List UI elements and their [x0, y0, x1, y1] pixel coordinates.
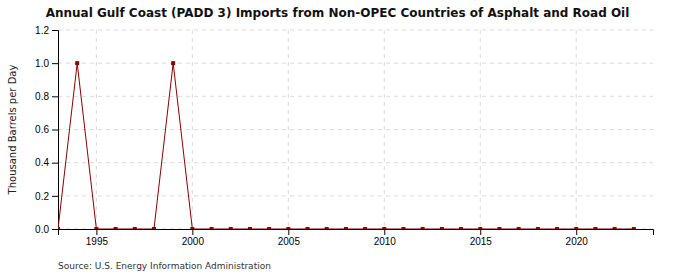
tick-label: 0.8 [35, 91, 49, 102]
marker [440, 227, 444, 229]
grid-line [384, 30, 385, 229]
tick-label: 2020 [566, 236, 589, 247]
tick-label: 0.0 [35, 224, 49, 235]
tick-mark [96, 229, 97, 235]
marker [574, 227, 578, 229]
grid-line [480, 30, 481, 229]
tick-label: 2000 [182, 236, 205, 247]
marker [210, 227, 214, 229]
marker [306, 227, 310, 229]
marker [344, 227, 348, 229]
tick: 2000 [182, 229, 205, 247]
tick-label: 0.6 [35, 124, 49, 135]
tick-mark [52, 163, 58, 164]
grid-line [58, 195, 653, 196]
tick-label: 2015 [470, 236, 493, 247]
tick-mark [52, 63, 58, 64]
marker [401, 227, 405, 229]
axis-line [52, 31, 59, 230]
grid-line [576, 30, 577, 229]
marker [536, 227, 540, 229]
tick-label: 0.4 [35, 157, 49, 168]
tick: 1.0 [35, 58, 58, 69]
tick: 2005 [278, 229, 301, 247]
tick-label: 1.0 [35, 58, 49, 69]
tick-mark [384, 229, 385, 235]
marker [75, 61, 79, 65]
marker [267, 227, 271, 229]
y-axis-title: Thousand Barrels per Day [7, 65, 18, 196]
marker [229, 227, 233, 229]
grid-line [58, 30, 653, 31]
marker [133, 227, 137, 229]
marker [152, 227, 156, 229]
marker [363, 227, 367, 229]
line [58, 63, 634, 229]
tick: 2020 [566, 229, 589, 247]
tick-label: 1995 [86, 236, 109, 247]
tick-label: 1.2 [35, 25, 49, 36]
marker [497, 227, 501, 229]
marker [421, 227, 425, 229]
tick-label: 2005 [278, 236, 301, 247]
marker [382, 227, 386, 229]
axis-line [59, 230, 654, 236]
marker [593, 227, 597, 229]
marker [478, 227, 482, 229]
title: Annual Gulf Coast (PADD 3) Imports from … [46, 6, 630, 20]
tick-mark [480, 229, 481, 235]
tick: 0.8 [35, 91, 58, 102]
grid-line [192, 30, 193, 229]
marker [459, 227, 463, 229]
tick-mark [52, 229, 58, 230]
tick-mark [52, 30, 58, 31]
tick: 2010 [374, 229, 397, 247]
tick: 1995 [86, 229, 109, 247]
marker [94, 227, 98, 229]
tick: 0.0 [35, 224, 58, 235]
plot-area: 1995 2000 2005 2010 2015 2020 0.0 0.2 0.4 0.6 0.8 1… [35, 25, 653, 247]
tick-mark [192, 229, 193, 235]
marker [58, 227, 60, 229]
tick-label: 2010 [374, 236, 397, 247]
grid-line [58, 63, 653, 64]
grid-line [58, 129, 653, 130]
tick: 0.2 [35, 191, 58, 202]
marker [517, 227, 521, 229]
marker [114, 227, 118, 229]
tick-mark [288, 229, 289, 235]
grid [58, 30, 653, 229]
marker [190, 227, 194, 229]
tick-mark [52, 96, 58, 97]
tick-mark [52, 196, 58, 197]
tick-mark [576, 229, 577, 235]
tick: 2015 [470, 229, 493, 247]
x-axis: 1995 2000 2005 2010 2015 2020 [59, 229, 654, 247]
tick-mark [52, 130, 58, 131]
series [58, 61, 636, 229]
grid-line [288, 30, 289, 229]
tick: 0.6 [35, 124, 58, 135]
marker [286, 227, 290, 229]
marker [325, 227, 329, 229]
grid-line [58, 162, 653, 163]
marker [613, 227, 617, 229]
marker [171, 61, 175, 65]
grid-line [58, 96, 653, 97]
annotation: Source: U.S. Energy Information Administ… [58, 261, 271, 271]
chart: 1995 2000 2005 2010 2015 2020 0.0 0.2 0.4 0.6 0.8 1… [0, 0, 675, 275]
grid-line [96, 30, 97, 229]
marker [632, 227, 636, 229]
marker [248, 227, 252, 229]
tick: 0.4 [35, 157, 58, 168]
marker [555, 227, 559, 229]
tick-label: 0.2 [35, 191, 49, 202]
y-axis: 0.0 0.2 0.4 0.6 0.8 1.0 1.2 [35, 25, 58, 235]
tick: 1.2 [35, 25, 58, 36]
